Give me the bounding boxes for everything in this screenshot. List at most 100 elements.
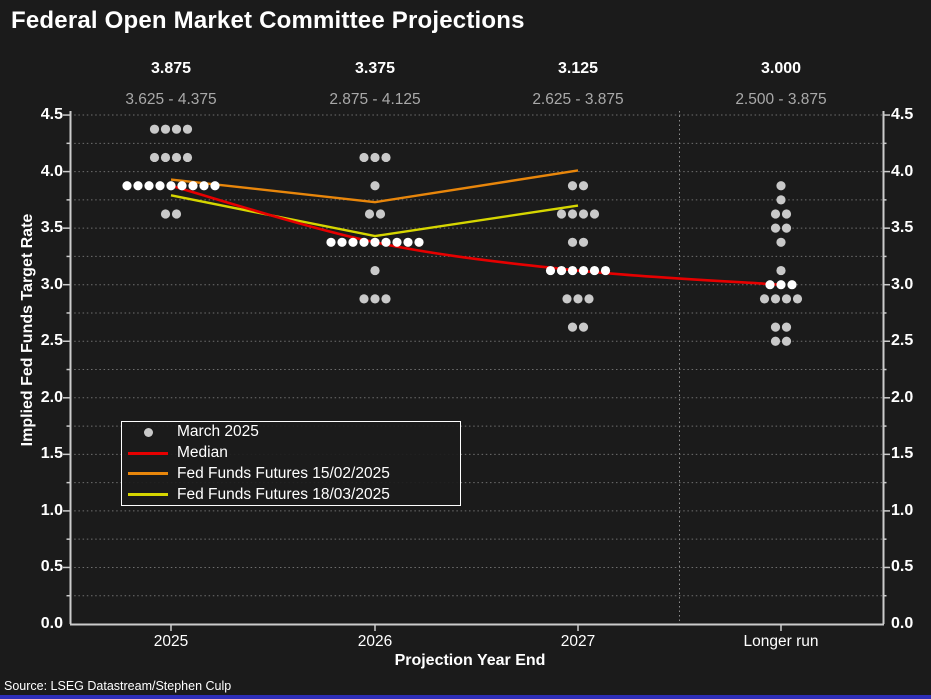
projection-dot bbox=[776, 265, 786, 276]
projection-dot bbox=[770, 322, 781, 332]
range-annotation-2025: 3.625 - 4.375 bbox=[125, 91, 217, 108]
legend-item: Median bbox=[122, 443, 460, 464]
y-tick-label-left: 4.5 bbox=[40, 106, 63, 124]
projection-dot bbox=[210, 181, 220, 191]
x-tick-label-2027: 2027 bbox=[560, 633, 596, 650]
source-credit: Source: LSEG Datastream/Stephen Culp bbox=[4, 679, 232, 693]
range-annotation-2027: 2.625 - 3.875 bbox=[532, 91, 624, 108]
projection-dot bbox=[776, 195, 786, 205]
y-tick-label-right: 0.0 bbox=[891, 615, 914, 632]
line-swatch bbox=[128, 472, 168, 476]
y-tick-label-right: 2.0 bbox=[891, 388, 914, 406]
projection-dot bbox=[578, 181, 589, 191]
projection-dot bbox=[375, 209, 386, 219]
projection-dot bbox=[381, 152, 391, 163]
chart-title: Federal Open Market Committee Projection… bbox=[11, 7, 525, 34]
legend-line-marker bbox=[128, 493, 168, 497]
median-annotation-2025: 3.875 bbox=[150, 60, 192, 77]
projection-dot bbox=[364, 209, 375, 219]
projection-dot bbox=[776, 280, 786, 290]
projection-dot bbox=[326, 237, 336, 247]
y-tick-label-right: 4.0 bbox=[891, 162, 914, 180]
y-tick-label-left: 1.0 bbox=[40, 501, 63, 519]
line-swatch bbox=[128, 493, 168, 497]
projection-dot bbox=[567, 322, 578, 332]
projection-dot bbox=[600, 265, 611, 276]
y-tick-label-left: 3.0 bbox=[40, 275, 63, 293]
projection-dot bbox=[359, 237, 369, 247]
projection-dot bbox=[166, 181, 176, 191]
x-tick-label-2025: 2025 bbox=[153, 633, 189, 650]
projection-dot bbox=[370, 294, 380, 304]
projection-dot bbox=[578, 209, 589, 219]
fed-funds-futures-18-03-2025-line bbox=[170, 194, 579, 238]
projection-dot bbox=[567, 237, 578, 247]
x-tick-label-longer-run: Longer run bbox=[743, 633, 819, 650]
median-annotation-longer-run: 3.000 bbox=[760, 60, 802, 77]
projection-dot bbox=[171, 124, 182, 134]
projection-dot bbox=[545, 265, 556, 276]
projection-dot bbox=[370, 181, 380, 191]
projection-dot bbox=[567, 265, 578, 276]
y-tick-label-right: 2.5 bbox=[891, 332, 914, 350]
projection-dot bbox=[370, 152, 380, 163]
projection-dot bbox=[337, 237, 347, 247]
legend-line-marker bbox=[128, 451, 168, 455]
y-tick-label-left: 1.5 bbox=[40, 445, 63, 463]
projection-dot bbox=[573, 294, 583, 304]
fed-funds-futures-15-02-2025-line bbox=[170, 169, 579, 204]
projection-dot bbox=[776, 237, 786, 247]
median-annotation-2027: 3.125 bbox=[557, 60, 599, 77]
projection-dot bbox=[155, 181, 165, 191]
y-tick-label-left: 0.5 bbox=[40, 558, 63, 576]
projection-dot bbox=[759, 294, 770, 304]
y-tick-label-right: 0.5 bbox=[891, 558, 914, 576]
range-annotation-longer-run: 2.500 - 3.875 bbox=[735, 91, 827, 108]
projection-dot bbox=[589, 209, 600, 219]
legend-label: March 2025 bbox=[177, 423, 259, 441]
legend-label: Fed Funds Futures 18/03/2025 bbox=[177, 485, 390, 503]
legend-dot-marker bbox=[128, 427, 168, 437]
projection-dot bbox=[381, 294, 391, 304]
legend-label: Fed Funds Futures 15/02/2025 bbox=[177, 464, 390, 482]
projection-dot bbox=[770, 209, 781, 219]
x-tick-label-2026: 2026 bbox=[357, 633, 393, 650]
y-tick-label-right: 3.0 bbox=[891, 275, 914, 293]
projection-dot bbox=[414, 237, 424, 247]
projection-dot bbox=[144, 181, 154, 191]
projection-dot bbox=[182, 124, 193, 134]
dot-icon bbox=[143, 427, 153, 437]
legend-line-marker bbox=[128, 472, 168, 476]
projection-dot bbox=[403, 237, 413, 247]
projection-dot bbox=[781, 223, 792, 233]
y-tick-label-left: 0.0 bbox=[40, 615, 63, 632]
projection-dot bbox=[781, 294, 792, 304]
projection-dot bbox=[160, 209, 171, 219]
projection-dot bbox=[177, 181, 187, 191]
projection-dot bbox=[578, 265, 589, 276]
line-swatch bbox=[128, 451, 168, 455]
projection-dot bbox=[556, 265, 567, 276]
projection-dot bbox=[122, 181, 132, 191]
dot-cluster-2025 bbox=[122, 124, 220, 219]
projection-dot bbox=[787, 280, 797, 290]
projection-dot bbox=[171, 209, 182, 219]
projection-dot bbox=[776, 181, 786, 191]
projection-dot bbox=[359, 294, 369, 304]
range-annotation-2026: 2.875 - 4.125 bbox=[329, 91, 421, 108]
y-tick-label-right: 1.0 bbox=[891, 501, 914, 519]
projection-dot bbox=[348, 237, 358, 247]
projection-dot bbox=[199, 181, 209, 191]
projection-dot bbox=[381, 237, 391, 247]
median-annotation-2026: 3.375 bbox=[354, 60, 396, 77]
projection-dot bbox=[160, 124, 171, 134]
y-tick-label-left: 3.5 bbox=[40, 219, 63, 237]
median-line bbox=[170, 184, 782, 286]
projection-dot bbox=[792, 294, 803, 304]
y-tick-label-right: 4.5 bbox=[891, 106, 914, 124]
legend-item: Fed Funds Futures 18/03/2025 bbox=[122, 484, 460, 505]
projection-dot bbox=[370, 237, 380, 247]
projection-dot bbox=[781, 209, 792, 219]
dot-cluster-2027 bbox=[545, 181, 611, 332]
